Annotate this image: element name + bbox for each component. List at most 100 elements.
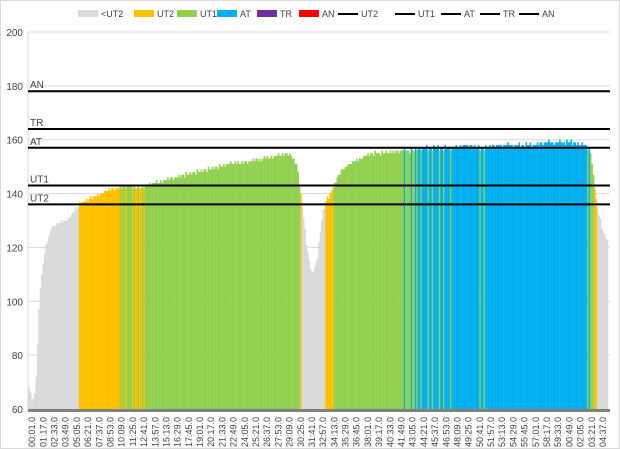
hr-sample-bar: [143, 188, 145, 409]
hr-sample-bar: [199, 172, 201, 409]
hr-sample-bar: [375, 153, 378, 409]
hr-sample-bar: [218, 163, 221, 409]
hr-sample-bar: [77, 207, 80, 409]
hr-sample-bar: [204, 169, 207, 409]
hr-sample-bar: [126, 185, 129, 409]
hr-sample-bar: [511, 145, 514, 409]
hr-sample-bar: [228, 163, 231, 409]
hr-sample-bar: [567, 142, 570, 409]
hr-sample-bar: [249, 161, 252, 409]
threshold-label-ut1: UT1: [30, 174, 49, 185]
hr-sample-bar: [29, 392, 32, 409]
legend-swatch: [217, 10, 237, 17]
hr-sample-bar: [360, 158, 362, 409]
hr-sample-bar: [308, 260, 311, 409]
x-tick-label: 27:53.0: [273, 417, 283, 447]
hr-sample-bar: [197, 172, 200, 409]
x-tick-label: 25:21.0: [251, 417, 261, 447]
hr-sample-bar: [265, 158, 267, 409]
y-tick-label: 180: [6, 82, 23, 93]
x-tick-label: 19:01.0: [195, 417, 205, 447]
hr-sample-bar: [63, 220, 66, 409]
hr-sample-bar: [111, 188, 113, 409]
hr-sample-bar: [336, 177, 339, 409]
hr-sample-bar: [522, 145, 525, 409]
hr-sample-bar: [49, 231, 52, 409]
hr-sample-bar: [318, 242, 320, 409]
hr-sample-bar: [539, 142, 542, 409]
legend-swatch: [134, 10, 154, 17]
hr-sample-bar: [62, 223, 64, 409]
hr-sample-bar: [129, 185, 131, 409]
x-tick-label: 55:45.0: [520, 417, 530, 447]
hr-sample-bar: [496, 145, 498, 409]
legend-label: TR: [280, 9, 292, 19]
hr-sample-bar: [410, 147, 413, 410]
hr-sample-bar: [358, 158, 361, 409]
hr-sample-bar: [452, 147, 455, 410]
hr-sample-bar: [515, 145, 518, 409]
hr-sample-bar: [370, 153, 372, 409]
x-tick-label: 34:13.0: [329, 417, 339, 447]
hr-sample-bar: [290, 155, 292, 409]
hr-sample-bar: [213, 169, 215, 409]
hr-sample-bar: [540, 142, 543, 409]
hr-sample-bar: [578, 145, 581, 409]
x-tick-label: 44:21.0: [419, 417, 429, 447]
hr-sample-bar: [90, 196, 92, 409]
hr-sample-bar: [528, 145, 530, 409]
hr-sample-bar: [347, 163, 350, 409]
hr-sample-bar: [78, 201, 81, 409]
x-tick-label: 00:01.0: [27, 417, 37, 447]
hr-sample-bar: [188, 174, 190, 409]
x-tick-label: 16:29.0: [173, 417, 183, 447]
hr-sample-bar: [529, 142, 532, 409]
hr-sample-bar: [326, 196, 329, 409]
hr-sample-bar: [421, 147, 424, 410]
hr-sample-bar: [312, 271, 315, 409]
hr-sample-bar: [234, 161, 236, 409]
hr-sample-bar: [424, 147, 427, 410]
hr-sample-bar: [337, 174, 340, 409]
zone-area: [28, 139, 609, 410]
hr-sample-bar: [406, 150, 409, 409]
hr-sample-bar: [456, 147, 459, 410]
hr-sample-bar: [287, 155, 290, 409]
hr-sample-bar: [178, 174, 180, 409]
hr-sample-bar: [437, 145, 439, 409]
hr-sample-bar: [80, 204, 82, 409]
hr-sample-bar: [476, 147, 479, 410]
hr-sample-bar: [102, 193, 105, 409]
x-tick-label: 26:37.0: [262, 417, 272, 447]
hr-sample-bar: [483, 150, 486, 409]
hr-sample-bar: [473, 145, 476, 409]
legend-label: AN: [542, 9, 555, 19]
legend-label: AN: [322, 9, 335, 19]
hr-sample-bar: [195, 174, 197, 409]
x-tick-label: 32:57.0: [318, 417, 328, 447]
hr-sample-bar: [319, 231, 322, 409]
hr-sample-bar: [532, 145, 535, 409]
hr-sample-bar: [486, 147, 488, 410]
x-tick-label: 38:01.0: [363, 417, 373, 447]
hr-sample-bar: [120, 188, 123, 409]
threshold-lines: AN TR AT UT1 UT2: [28, 80, 610, 206]
x-tick-label: 15:13.0: [161, 417, 171, 447]
hr-sample-bar: [335, 182, 337, 409]
hr-sample-bar: [510, 145, 512, 409]
hr-sample-bar: [214, 166, 217, 409]
hr-sample-bar: [350, 163, 353, 409]
hr-sample-bar: [284, 153, 287, 409]
hr-sample-bar: [552, 142, 554, 409]
hr-sample-bar: [393, 153, 396, 409]
hr-sample-bar: [73, 212, 75, 409]
hr-sample-bar: [465, 145, 467, 409]
x-tick-label: 39:17.0: [374, 417, 384, 447]
hr-sample-bar: [314, 266, 316, 409]
x-tick-label: 43:05.0: [408, 417, 418, 447]
hr-sample-bar: [596, 207, 599, 409]
hr-sample-bar: [386, 153, 389, 409]
hr-sample-bar: [154, 182, 157, 409]
hr-sample-bar: [427, 150, 430, 409]
